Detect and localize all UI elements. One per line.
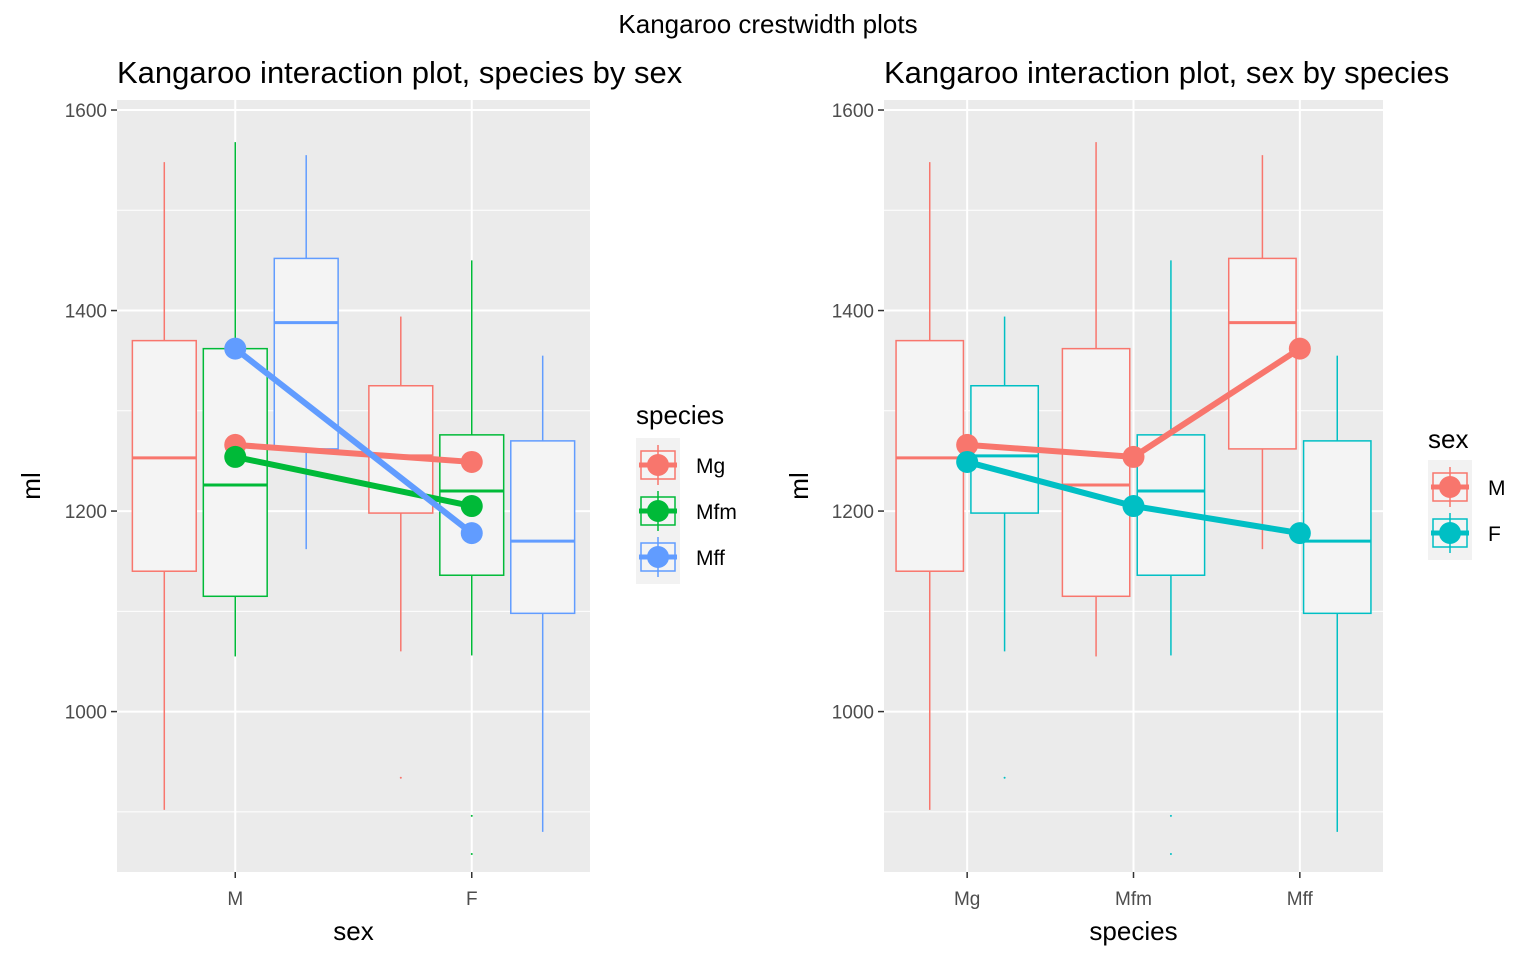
outlier-point <box>1003 776 1006 779</box>
y-tick-label: 1600 <box>832 101 874 122</box>
boxplot-Mfm-M <box>1061 142 1131 657</box>
legend-title: sex <box>1428 424 1468 454</box>
x-tick-label: F <box>466 889 478 910</box>
legend-key-Mff <box>639 537 677 577</box>
y-axis-title: ml <box>784 472 814 499</box>
interaction-line-Mff <box>233 346 474 536</box>
y-tick-label: 1200 <box>832 502 874 523</box>
x-axis-title: species <box>1089 916 1177 946</box>
mean-point-M <box>1122 445 1145 468</box>
box-iqr <box>510 440 576 615</box>
mean-point-M <box>1288 337 1311 360</box>
legend-key-M <box>1431 467 1469 507</box>
legend-key-point <box>647 500 669 522</box>
boxplot-F-Mff <box>510 355 576 832</box>
interaction-line-Mg <box>235 441 472 465</box>
panel-species-by-sex: 1000 1200 1400 1600 M F Kangaroo interaction p… <box>16 55 737 946</box>
y-axis-title: ml <box>16 472 46 499</box>
figure-title: Kangaroo crestwidth plots <box>618 9 917 39</box>
legend-key-point <box>1439 476 1461 498</box>
mean-point-F <box>1122 495 1145 518</box>
mean-point-F <box>1288 522 1311 545</box>
outlier-point <box>1169 814 1172 817</box>
legend-label: Mff <box>696 547 725 570</box>
y-tick-label: 1400 <box>65 302 107 323</box>
x-axis-title: sex <box>333 916 373 946</box>
y-tick-label: 1000 <box>65 703 107 724</box>
y-tick-label: 1200 <box>65 502 107 523</box>
outlier-point <box>399 776 402 779</box>
y-tick-label: 1000 <box>832 703 874 724</box>
x-tick-label: Mfm <box>1115 889 1152 910</box>
legend-title: species <box>636 400 724 430</box>
panel-sex-by-species: 1000 1200 1400 1600 Mg Mfm Mff Kangaroo interac… <box>784 55 1506 946</box>
outlier-point <box>1169 852 1172 855</box>
mean-point-Mfm <box>224 445 247 468</box>
legend-key-Mfm <box>639 491 677 531</box>
boxplot-Mff-M <box>1227 155 1297 550</box>
panel-title: Kangaroo interaction plot, species by se… <box>117 55 683 90</box>
mean-point-Mff <box>460 522 483 545</box>
box-iqr <box>1136 434 1206 576</box>
x-tick-label: Mg <box>954 889 980 910</box>
legend-key-point <box>647 546 669 568</box>
boxplot-Mg-M <box>895 162 965 810</box>
box-iqr <box>895 339 965 572</box>
box-iqr <box>1061 347 1131 598</box>
boxplot-Mfm-F <box>1136 260 1206 855</box>
panel-title: Kangaroo interaction plot, sex by specie… <box>884 55 1449 90</box>
boxplot-M-Mg <box>131 162 197 810</box>
x-tick-label: M <box>227 889 243 910</box>
mean-point-Mg <box>460 450 483 473</box>
legend-label: F <box>1488 523 1501 546</box>
y-tick-label: 1600 <box>65 101 107 122</box>
legend-key-point <box>647 454 669 476</box>
legend-label: Mg <box>696 455 725 478</box>
boxplot-M-Mfm <box>202 142 268 657</box>
legend-label: Mfm <box>696 501 737 524</box>
mean-point-Mfm <box>460 495 483 518</box>
legend-key-point <box>1439 522 1461 544</box>
legend-label: M <box>1488 477 1506 500</box>
boxplot-Mff-F <box>1302 355 1372 832</box>
box-iqr <box>131 339 197 572</box>
mean-point-M <box>956 433 979 456</box>
mean-point-F <box>956 450 979 473</box>
x-tick-label: Mff <box>1287 889 1314 910</box>
box-iqr <box>1302 440 1372 615</box>
legend: species Mg Mfm Mff <box>636 400 737 584</box>
legend-key-F <box>1431 513 1469 553</box>
box-iqr <box>1227 257 1297 450</box>
y-tick-label: 1400 <box>832 302 874 323</box>
legend: sex MF <box>1428 424 1506 560</box>
outlier-point <box>470 814 473 817</box>
box-iqr <box>202 347 268 598</box>
outlier-point <box>470 852 473 855</box>
mean-point-Mff <box>224 337 247 360</box>
interaction-line-Mfm <box>234 453 473 509</box>
legend-key-Mg <box>639 445 677 485</box>
